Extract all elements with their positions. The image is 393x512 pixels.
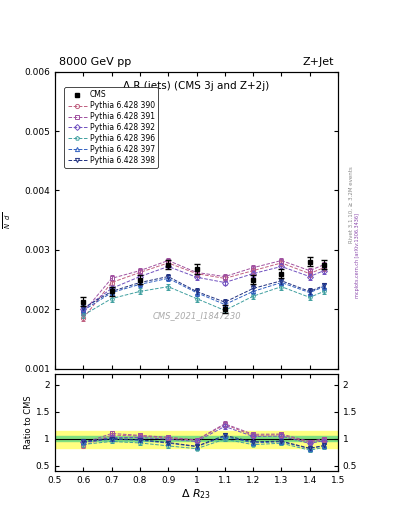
Bar [55, 436, 338, 441]
Legend: CMS, Pythia 6.428 390, Pythia 6.428 391, Pythia 6.428 392, Pythia 6.428 396, Pyt: CMS, Pythia 6.428 390, Pythia 6.428 391,… [64, 88, 158, 168]
X-axis label: $\Delta\ R_{23}$: $\Delta\ R_{23}$ [182, 487, 211, 501]
Bar [55, 431, 338, 449]
Text: mcplots.cern.ch [arXiv:1306.3436]: mcplots.cern.ch [arXiv:1306.3436] [355, 214, 360, 298]
Y-axis label: Ratio to CMS: Ratio to CMS [24, 396, 33, 449]
Text: Δ R (jets) (CMS 3j and Z+2j): Δ R (jets) (CMS 3j and Z+2j) [123, 80, 270, 91]
Text: 8000 GeV pp: 8000 GeV pp [59, 56, 131, 67]
Text: CMS_2021_I1847230: CMS_2021_I1847230 [152, 311, 241, 319]
Text: Z+Jet: Z+Jet [303, 56, 334, 67]
Text: $\frac{1}{N}\frac{dN}{d}$: $\frac{1}{N}\frac{dN}{d}$ [0, 211, 13, 229]
Text: Rivet 3.1.10, ≥ 3.2M events: Rivet 3.1.10, ≥ 3.2M events [349, 166, 354, 243]
